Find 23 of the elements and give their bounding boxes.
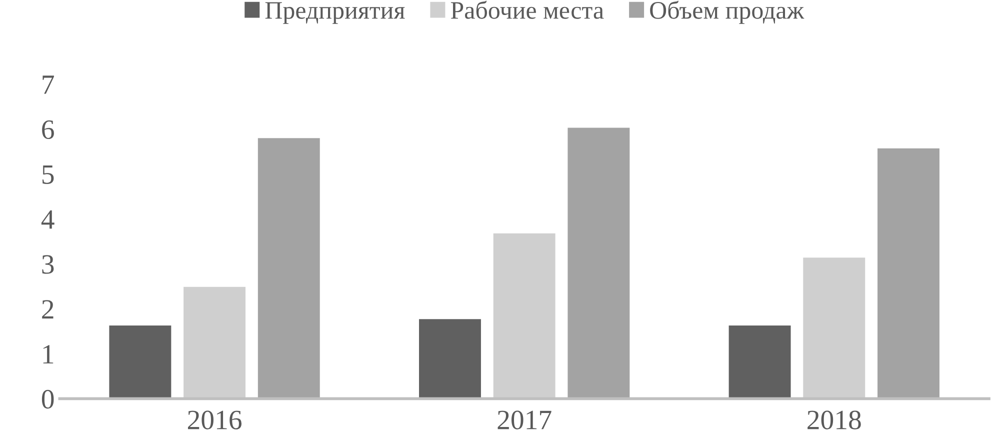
x-tick-label: 2018	[808, 410, 861, 430]
bar	[184, 286, 246, 399]
y-tick-label: 0	[42, 390, 54, 409]
bar	[258, 138, 320, 399]
bar	[878, 148, 940, 399]
y-tick-label: 2	[42, 300, 54, 318]
y-tick-label: 3	[42, 255, 54, 274]
x-tick-label: 2017	[498, 410, 552, 430]
bar	[728, 325, 791, 399]
legend-label: Предприятия	[265, 2, 405, 24]
y-tick-label: 7	[42, 76, 54, 94]
bar	[568, 128, 630, 399]
bar	[803, 258, 866, 399]
bar	[109, 325, 172, 399]
y-tick-label: 6	[42, 120, 54, 140]
x-tick-label: 2016	[188, 410, 242, 430]
y-tick-label: 5	[42, 165, 54, 184]
legend-label: Объем продаж	[650, 0, 804, 24]
y-tick-label: 4	[41, 210, 54, 229]
y-tick-label: 1	[43, 345, 54, 364]
bar	[419, 319, 481, 399]
legend-label: Рабочие места	[450, 0, 604, 19]
bar	[493, 233, 556, 399]
